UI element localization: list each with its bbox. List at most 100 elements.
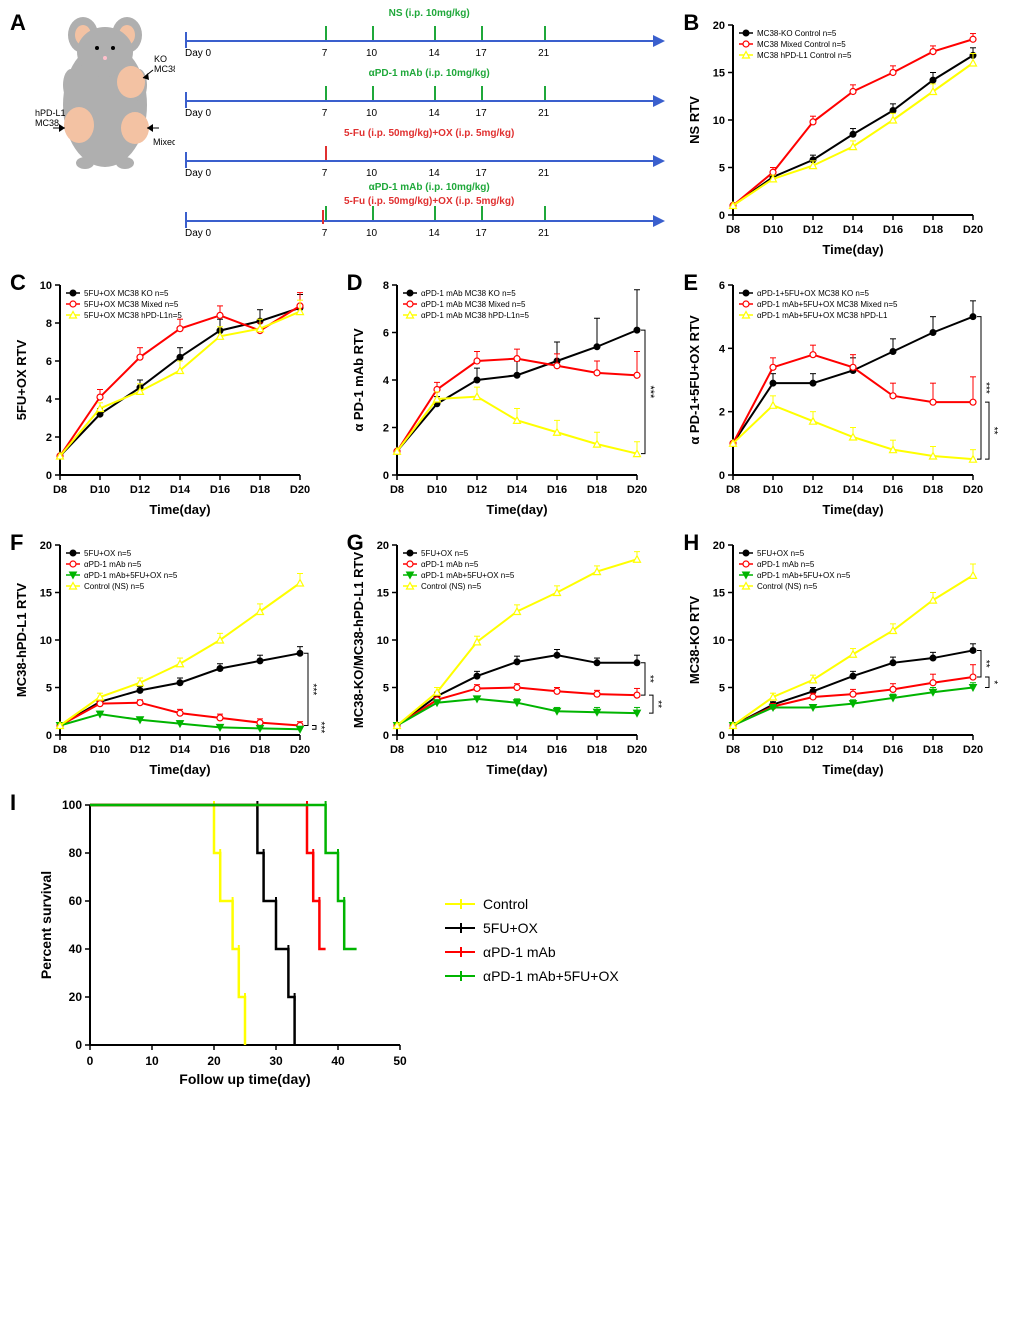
svg-text:Time(day): Time(day) (486, 762, 547, 777)
panel-B: B 05101520D8D10D12D14D16D18D20Time(day)N… (683, 10, 1010, 260)
svg-text:40: 40 (331, 1054, 345, 1068)
svg-text:20: 20 (69, 990, 83, 1004)
svg-text:D12: D12 (467, 744, 487, 756)
svg-text:15: 15 (40, 588, 52, 600)
chart-F: 05101520D8D10D12D14D16D18D20Time(day)MC3… (10, 530, 330, 780)
svg-text:MC38-KO Control n=5: MC38-KO Control n=5 (757, 29, 837, 38)
svg-text:D14: D14 (843, 224, 864, 236)
svg-text:10: 10 (40, 635, 52, 647)
svg-text:D16: D16 (883, 744, 903, 756)
svg-text:MC38-KO RTV: MC38-KO RTV (687, 596, 702, 684)
svg-text:D10: D10 (90, 744, 110, 756)
svg-text:5FU+OX MC38 hPD-L1n=5: 5FU+OX MC38 hPD-L1n=5 (84, 311, 182, 320)
svg-text:D16: D16 (547, 744, 567, 756)
timeline-0: NS (i.p. 10mg/kg)Day 0710141721 (185, 10, 673, 62)
svg-text:D12: D12 (803, 224, 823, 236)
svg-text:10: 10 (145, 1054, 159, 1068)
svg-text:**: ** (644, 675, 655, 683)
legend-text: Control (483, 896, 528, 912)
svg-text:D14: D14 (507, 744, 528, 756)
svg-text:60: 60 (69, 894, 83, 908)
label-ko: KO (154, 54, 167, 64)
day-label: 14 (429, 168, 440, 179)
figure-root: A (10, 10, 1010, 1090)
svg-text:D18: D18 (250, 744, 270, 756)
day-label: 17 (476, 108, 487, 119)
svg-text:αPD-1+5FU+OX MC38 KO n=5: αPD-1+5FU+OX MC38 KO n=5 (757, 289, 870, 298)
svg-text:D12: D12 (803, 484, 823, 496)
chart-H: 05101520D8D10D12D14D16D18D20Time(day)MC3… (683, 530, 1003, 780)
legend-line-icon (445, 975, 475, 977)
survival-legend-item: αPD-1 mAb (445, 944, 619, 960)
day-label: 14 (429, 108, 440, 119)
chart-B: 05101520D8D10D12D14D16D18D20Time(day)NS … (683, 10, 1003, 260)
svg-text:D12: D12 (467, 484, 487, 496)
svg-text:D20: D20 (290, 484, 310, 496)
svg-text:40: 40 (69, 942, 83, 956)
svg-text:4: 4 (46, 394, 53, 406)
survival-legend-item: αPD-1 mAb+5FU+OX (445, 968, 619, 984)
svg-text:D12: D12 (130, 744, 150, 756)
legend-text: 5FU+OX (483, 920, 538, 936)
legend-text: αPD-1 mAb+5FU+OX (483, 968, 619, 984)
svg-text:6: 6 (383, 328, 389, 340)
svg-text:4: 4 (383, 375, 390, 387)
svg-text:5FU+OX MC38 Mixed n=5: 5FU+OX MC38 Mixed n=5 (84, 300, 179, 309)
day-label: 21 (538, 108, 549, 119)
svg-text:D10: D10 (427, 484, 447, 496)
day0-label: Day 0 (185, 168, 211, 179)
svg-text:Follow up time(day): Follow up time(day) (179, 1071, 310, 1087)
chart-D: 02468D8D10D12D14D16D18D20Time(day)α PD-1… (347, 270, 667, 520)
svg-text:***: *** (980, 382, 991, 394)
svg-text:αPD-1 mAb+5FU+OX n=5: αPD-1 mAb+5FU+OX n=5 (84, 571, 178, 580)
svg-text:5FU+OX n=5: 5FU+OX n=5 (84, 549, 132, 558)
svg-text:80: 80 (69, 846, 83, 860)
svg-text:15: 15 (713, 68, 725, 80)
svg-text:0: 0 (75, 1038, 82, 1052)
svg-text:0: 0 (719, 730, 725, 742)
panel-I: I 02040608010001020304050Follow up time(… (10, 790, 1010, 1090)
svg-text:**: ** (980, 660, 991, 668)
svg-text:6: 6 (46, 356, 52, 368)
svg-text:hPD-L1: hPD-L1 (35, 108, 66, 118)
svg-text:D16: D16 (210, 744, 230, 756)
svg-text:αPD-1 mAb n=5: αPD-1 mAb n=5 (421, 560, 479, 569)
legend-line-icon (445, 903, 475, 905)
timeline-label-top: αPD-1 mAb (i.p. 10mg/kg) (185, 182, 673, 193)
svg-text:6: 6 (719, 280, 725, 292)
svg-text:αPD-1 mAb n=5: αPD-1 mAb n=5 (84, 560, 142, 569)
svg-text:D8: D8 (726, 484, 740, 496)
svg-text:D20: D20 (963, 484, 983, 496)
svg-text:2: 2 (383, 423, 389, 435)
svg-text:D18: D18 (587, 484, 607, 496)
svg-text:MC38: MC38 (154, 64, 175, 74)
svg-text:α PD-1 mAb RTV: α PD-1 mAb RTV (351, 328, 366, 432)
svg-text:D10: D10 (427, 744, 447, 756)
chart-E: 0246D8D10D12D14D16D18D20Time(day)α PD-1+… (683, 270, 1003, 520)
svg-text:2: 2 (46, 432, 52, 444)
svg-text:αPD-1 mAb MC38 KO n=5: αPD-1 mAb MC38 KO n=5 (421, 289, 516, 298)
svg-text:0: 0 (383, 470, 389, 482)
svg-text:20: 20 (713, 20, 725, 32)
day-label: 7 (322, 228, 328, 239)
svg-text:D18: D18 (923, 744, 943, 756)
svg-text:αPD-1 mAb+5FU+OX MC38 Mixed n=: αPD-1 mAb+5FU+OX MC38 Mixed n=5 (757, 300, 898, 309)
svg-text:5FU+OX RTV: 5FU+OX RTV (14, 339, 29, 420)
svg-text:10: 10 (376, 635, 388, 647)
svg-text:5: 5 (719, 163, 725, 175)
svg-text:D14: D14 (507, 484, 528, 496)
survival-legend-item: 5FU+OX (445, 920, 619, 936)
svg-text:αPD-1 mAb+5FU+OX n=5: αPD-1 mAb+5FU+OX n=5 (421, 571, 515, 580)
svg-text:D8: D8 (390, 744, 404, 756)
svg-text:D18: D18 (587, 744, 607, 756)
svg-text:5: 5 (46, 683, 52, 695)
panel-E: E 0246D8D10D12D14D16D18D20Time(day)α PD-… (683, 270, 1010, 520)
svg-text:***: *** (644, 385, 656, 399)
timeline-label-bot: 5-Fu (i.p. 50mg/kg)+OX (i.p. 5mg/kg) (185, 196, 673, 207)
panel-F: F 05101520D8D10D12D14D16D18D20Time(day)M… (10, 530, 337, 780)
svg-text:D10: D10 (763, 224, 783, 236)
timeline-3: αPD-1 mAb (i.p. 10mg/kg)5-Fu (i.p. 50mg/… (185, 190, 673, 242)
svg-text:4: 4 (719, 343, 726, 355)
svg-text:30: 30 (269, 1054, 283, 1068)
svg-text:D14: D14 (170, 484, 191, 496)
